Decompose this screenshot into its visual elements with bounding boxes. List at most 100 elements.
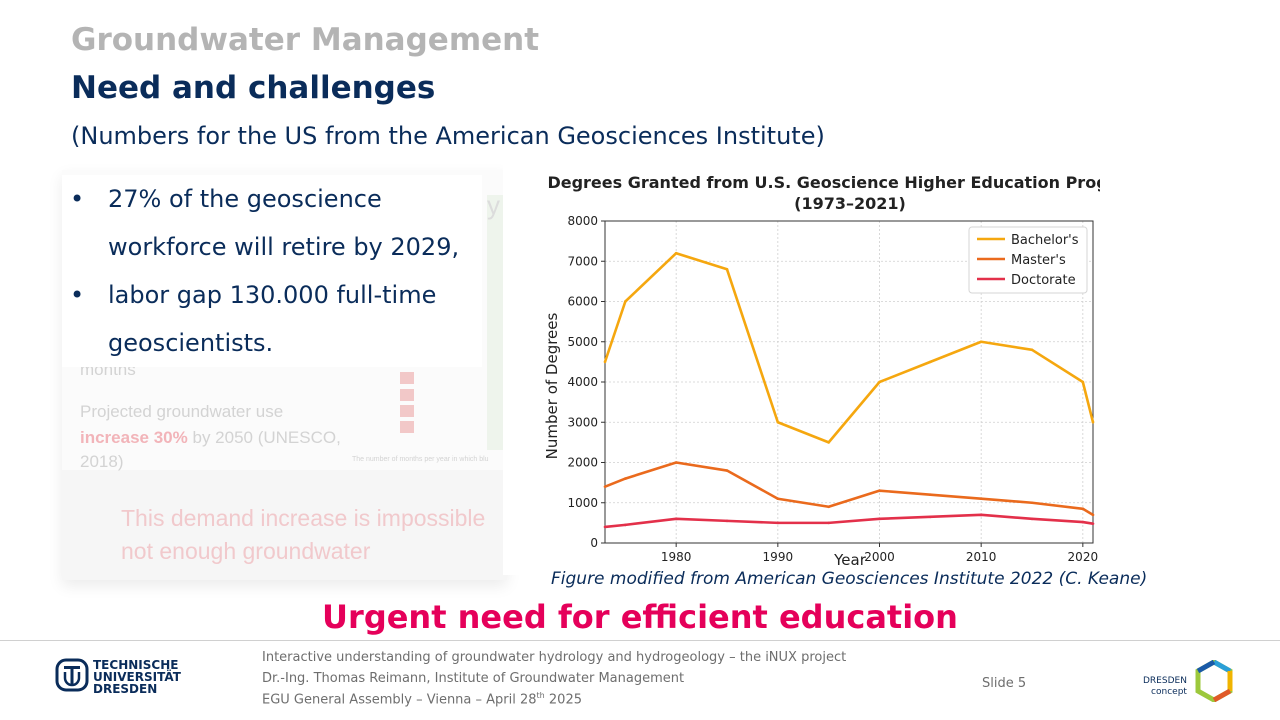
data-point-bachelors	[725, 268, 729, 271]
data-point-doctorate	[624, 523, 627, 527]
chart-axes: 0 1000 2000 3000 4000 5000 6000 7000 8000 1980 199…	[567, 214, 1098, 564]
tud-logo-line: UNIVERSITÄT	[93, 670, 181, 684]
degrees-chart: Degrees Granted from U.S. Geoscience Hig…	[503, 165, 1100, 575]
x-tick-label: 2020	[1068, 550, 1099, 564]
data-point-bachelors	[776, 420, 780, 424]
background-demand-line1: This demand increase is impossible	[121, 505, 486, 531]
bullet-icon: •	[70, 281, 85, 309]
series-line-bachelors	[603, 251, 1095, 444]
background-projection-line2: increase 30% by 2050 (UNESCO,	[80, 428, 341, 448]
data-point-masters	[776, 497, 780, 501]
data-point-masters	[603, 485, 607, 488]
legend-box	[968, 226, 1088, 294]
data-point-doctorate	[1030, 517, 1034, 521]
background-slide-strip	[62, 470, 507, 580]
data-point-doctorate	[979, 513, 983, 517]
dresden-concept-logo-text: DRESDEN concept	[1143, 676, 1187, 698]
series-line-doctorate	[604, 513, 1094, 529]
background-demand-line2: not enough groundwater	[121, 538, 371, 564]
y-tick-label: 5000	[567, 335, 598, 349]
data-point-doctorate	[827, 521, 830, 525]
bullet-text-line: 27% of the geoscience	[108, 185, 382, 213]
background-projection-rest: by 2050 (UNESCO,	[192, 428, 341, 447]
y-axis-label: Number of Degrees	[543, 312, 561, 459]
bullet-text-line: geoscientists.	[108, 329, 274, 357]
slide-number: Slide 5	[982, 676, 1026, 691]
background-projection-highlight: increase 30%	[80, 428, 188, 447]
chart-subtitle: (1973–2021)	[794, 194, 906, 213]
data-point-masters	[1091, 513, 1095, 517]
chart-series	[603, 251, 1095, 529]
footer-event-sup: th	[536, 691, 545, 700]
x-tick-label: 1990	[763, 550, 794, 564]
data-point-masters	[827, 505, 830, 509]
data-point-bachelors	[1030, 348, 1034, 352]
tud-logo-line: TECHNISCHE	[93, 658, 179, 672]
bullet-list: • 27% of the geoscience workforce will r…	[62, 175, 482, 367]
tud-logo-icon	[55, 658, 89, 692]
background-projection-line1: Projected groundwater use	[80, 402, 284, 421]
section-heading: Groundwater Management	[71, 22, 540, 58]
data-point-masters	[1081, 507, 1085, 511]
bullet-text-line: labor gap 130.000 full-time	[108, 281, 437, 309]
x-axis-label: Year	[833, 551, 867, 569]
dresden-concept-logo-icon	[1195, 660, 1233, 702]
figure-caption: Figure modified from American Geoscience…	[551, 569, 1148, 589]
legend-label: Doctorate	[1011, 273, 1076, 288]
data-point-bachelors	[929, 360, 932, 364]
series-line-masters	[604, 461, 1094, 516]
slide-number-value: 5	[1017, 676, 1027, 691]
footer-author: Dr.-Ing. Thomas Reimann, Institute of Gr…	[262, 671, 685, 686]
x-tick-label: 1980	[661, 550, 692, 564]
y-tick-label: 4000	[567, 375, 598, 389]
tud-logo-line: DRESDEN	[93, 682, 158, 696]
footer-event: EGU General Assembly – Vienna – April 28…	[262, 691, 582, 707]
background-legend-swatch	[400, 389, 414, 401]
data-point-doctorate	[674, 517, 678, 521]
background-map-caption: The number of months per year in which b…	[352, 456, 489, 463]
urgent-message: Urgent need for efficient education	[322, 598, 958, 636]
data-point-doctorate	[603, 525, 607, 529]
dresden-logo-line: DRESDEN	[1143, 676, 1187, 686]
source-note: (Numbers for the US from the American Ge…	[71, 122, 825, 150]
data-point-masters	[979, 497, 983, 501]
legend-label: Bachelor's	[1011, 233, 1079, 248]
background-map	[487, 195, 507, 450]
dresden-logo-line: concept	[1151, 687, 1187, 697]
data-point-masters	[624, 477, 627, 480]
data-point-masters	[725, 469, 729, 472]
data-point-bachelors	[1091, 420, 1095, 424]
y-tick-label: 7000	[567, 254, 598, 268]
bullet-item-retirement: • 27% of the geoscience workforce will r…	[62, 175, 482, 271]
data-point-doctorate	[1091, 522, 1095, 525]
data-point-masters	[929, 493, 932, 497]
footer-event-text: EGU General Assembly – Vienna – April 28	[262, 692, 537, 708]
chart-legend: Bachelor's Master's Doctorate	[968, 226, 1088, 294]
footer-event-year: 2025	[544, 692, 582, 708]
data-point-doctorate	[1081, 520, 1085, 524]
data-point-bachelors	[624, 300, 627, 303]
data-point-doctorate	[725, 519, 729, 523]
y-tick-label: 1000	[567, 496, 598, 510]
x-tick-label: 2000	[864, 550, 895, 564]
legend-label: Master's	[1011, 253, 1066, 268]
y-tick-label: 0	[590, 536, 598, 550]
bullet-item-labor-gap: • labor gap 130.000 full-time geoscienti…	[62, 271, 482, 367]
data-point-masters	[878, 489, 881, 492]
bullet-icon: •	[70, 185, 85, 213]
background-heading-fragment: y	[487, 190, 500, 220]
data-point-doctorate	[878, 517, 881, 521]
y-tick-label: 8000	[567, 214, 598, 228]
data-point-bachelors	[674, 251, 678, 255]
background-legend-swatch	[400, 421, 414, 433]
background-legend-swatch	[400, 405, 414, 417]
footer-divider	[0, 640, 1280, 641]
footer-project: Interactive understanding of groundwater…	[262, 650, 847, 665]
data-point-bachelors	[979, 340, 983, 344]
data-point-masters	[1030, 501, 1034, 505]
data-point-doctorate	[776, 521, 780, 525]
tud-logo-text: TECHNISCHE UNIVERSITÄT DRESDEN	[93, 659, 181, 695]
background-projection-line3: 2018)	[80, 452, 124, 471]
data-point-bachelors	[827, 441, 830, 444]
y-tick-label: 3000	[567, 415, 598, 429]
